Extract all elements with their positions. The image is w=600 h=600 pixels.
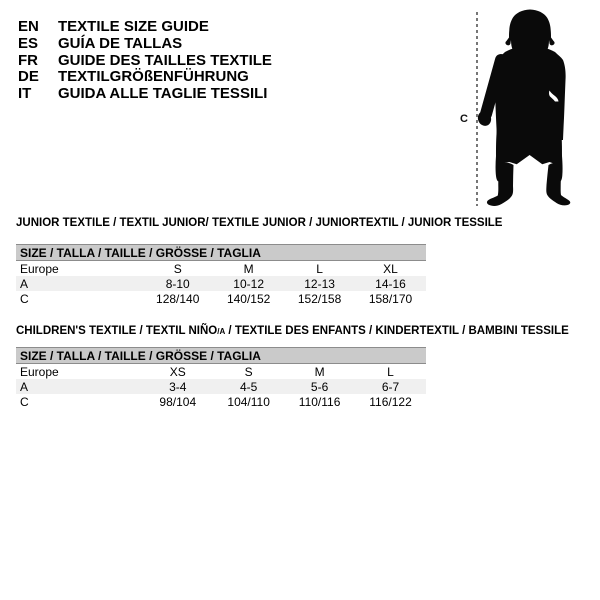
svg-text:C: C — [460, 113, 468, 125]
